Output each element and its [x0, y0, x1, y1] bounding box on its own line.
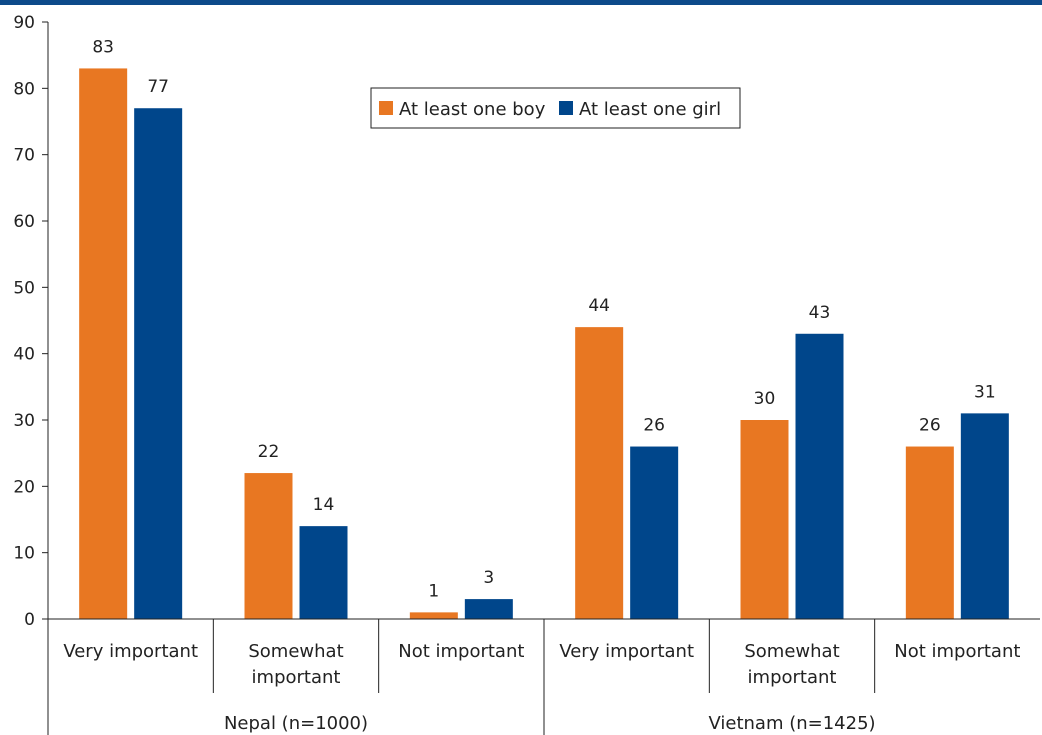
bar-girl — [464, 599, 513, 619]
legend: At least one boy At least one girl — [370, 87, 741, 129]
bar-girl — [134, 108, 183, 619]
data-label: 3 — [483, 568, 494, 588]
bars — [79, 68, 1009, 619]
bar-girl — [299, 526, 348, 619]
bar-girl — [795, 333, 844, 619]
bar-boy — [409, 612, 458, 619]
y-tick-label: 10 — [13, 544, 35, 564]
top-rule — [0, 0, 1042, 5]
category-label: Very important — [63, 641, 198, 662]
category-label: important — [748, 667, 837, 688]
category-label: Somewhat — [248, 641, 343, 662]
y-tick-label: 20 — [13, 477, 35, 497]
group-label: Vietnam (n=1425) — [708, 713, 875, 734]
y-tick-label: 30 — [13, 411, 35, 431]
data-label: 31 — [974, 382, 996, 402]
category-label: Very important — [559, 641, 694, 662]
data-label: 14 — [313, 495, 335, 515]
data-label: 43 — [809, 303, 831, 323]
y-tick-label: 0 — [24, 610, 35, 630]
data-label: 26 — [919, 416, 941, 436]
category-label: Somewhat — [744, 641, 839, 662]
legend-box — [370, 87, 741, 129]
data-label: 26 — [643, 416, 665, 436]
x-axis: Very important Somewhat important Not impor… — [48, 618, 1040, 735]
legend-label: At least one boy — [399, 99, 546, 120]
bar-boy — [740, 420, 789, 619]
bar-boy — [905, 446, 954, 619]
data-labels: 83 77 22 14 1 3 44 26 30 43 26 31 — [92, 37, 995, 601]
y-tick-label: 90 — [13, 13, 35, 33]
y-tick-label: 60 — [13, 212, 35, 232]
y-tick-label: 40 — [13, 345, 35, 365]
bar-boy — [575, 327, 624, 619]
y-tick-label: 70 — [13, 146, 35, 166]
legend-swatch — [379, 101, 393, 115]
data-label: 77 — [147, 77, 169, 97]
bar-girl — [630, 446, 679, 619]
data-label: 83 — [92, 37, 114, 57]
data-label: 1 — [428, 581, 439, 601]
legend-label: At least one girl — [579, 99, 721, 120]
legend-swatch — [559, 101, 573, 115]
category-label: Not important — [398, 641, 524, 662]
data-label: 22 — [258, 442, 280, 462]
data-label: 30 — [754, 389, 776, 409]
category-label: important — [252, 667, 341, 688]
y-tick-label: 50 — [13, 278, 35, 298]
y-axis: 0 10 20 30 40 50 60 70 80 90 — [13, 13, 49, 735]
category-label: Not important — [894, 641, 1020, 662]
y-tick-label: 80 — [13, 79, 35, 99]
bar-girl — [960, 413, 1009, 619]
bar-boy — [79, 68, 128, 619]
data-label: 44 — [588, 296, 610, 316]
bar-boy — [244, 473, 293, 619]
group-label: Nepal (n=1000) — [224, 713, 368, 734]
